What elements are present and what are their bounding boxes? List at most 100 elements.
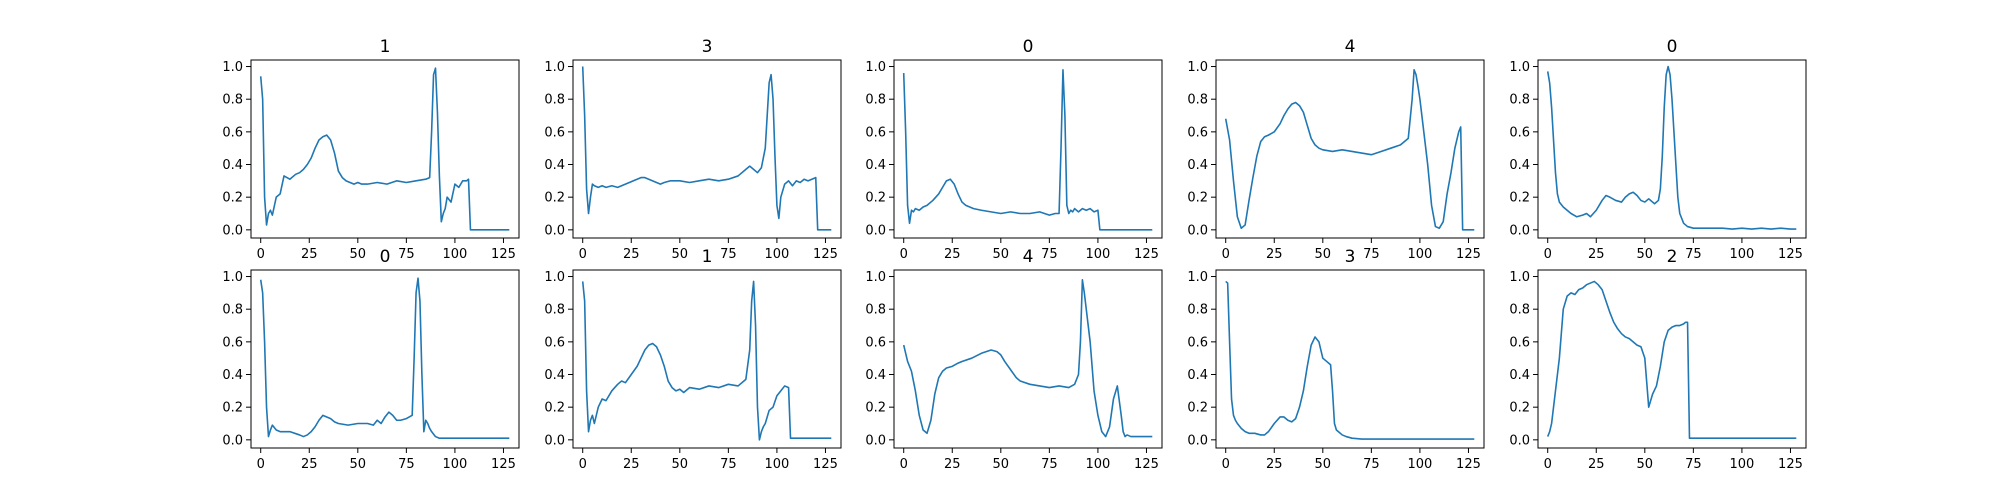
- y-tick-label: 1.0: [1509, 60, 1530, 75]
- x-tick-label: 125: [491, 457, 516, 472]
- y-tick-label: 0.8: [222, 93, 243, 108]
- x-tick-label: 0: [1222, 457, 1230, 472]
- y-tick-label: 0.4: [544, 158, 565, 173]
- x-tick-label: 0: [257, 247, 265, 262]
- x-tick-label: 125: [813, 247, 838, 262]
- y-tick-label: 0.6: [544, 335, 565, 350]
- x-tick-label: 0: [579, 247, 587, 262]
- x-tick-label: 75: [720, 247, 737, 262]
- y-tick-label: 0.0: [1509, 223, 1530, 238]
- y-tick-label: 0.2: [865, 401, 886, 416]
- subplot-8: 4 0 25 50 75 100 125 0.0 0.2 0.4 0.6 0.8 1.0: [865, 247, 1163, 472]
- series-line: [1546, 65, 1797, 230]
- axes-frame: [572, 269, 842, 449]
- series-line: [581, 280, 832, 441]
- x-tick-label: 100: [1085, 247, 1110, 262]
- x-tick-label: 25: [1588, 247, 1605, 262]
- axes-frame: [1537, 269, 1807, 449]
- series-line: [581, 66, 832, 231]
- subplot-title: 4: [1023, 247, 1034, 267]
- subplot-title: 0: [380, 247, 391, 267]
- y-tick-label: 0.8: [544, 93, 565, 108]
- x-tick-label: 75: [398, 247, 415, 262]
- y-tick-label: 0.0: [1187, 433, 1208, 448]
- x-tick-label: 100: [1729, 247, 1754, 262]
- y-tick-label: 0.6: [1509, 125, 1530, 140]
- y-tick-label: 0.8: [865, 93, 886, 108]
- y-tick-label: 0.0: [1509, 433, 1530, 448]
- x-tick-label: 100: [1407, 247, 1432, 262]
- x-tick-label: 75: [1041, 457, 1058, 472]
- x-tick-label: 100: [442, 457, 467, 472]
- subplot-title: 0: [1667, 37, 1678, 57]
- y-tick-label: 0.4: [222, 158, 243, 173]
- y-tick-label: 0.6: [1509, 335, 1530, 350]
- subplot-title: 3: [702, 37, 713, 57]
- axes-frame: [1537, 59, 1807, 239]
- axes-frame: [893, 269, 1163, 449]
- subplot-title: 1: [702, 247, 713, 267]
- x-tick-label: 0: [1544, 457, 1552, 472]
- y-tick-label: 0.8: [865, 303, 886, 318]
- y-tick-label: 0.6: [222, 125, 243, 140]
- subplot-title: 1: [380, 37, 391, 57]
- x-tick-label: 50: [1315, 457, 1332, 472]
- y-tick-label: 1.0: [1509, 270, 1530, 285]
- subplot-3: 0 0 25 50 75 100 125 0.0 0.2 0.4 0.6 0.8 1.0: [865, 37, 1163, 262]
- x-tick-label: 75: [720, 457, 737, 472]
- y-tick-label: 0.2: [1187, 401, 1208, 416]
- y-tick-label: 1.0: [1187, 270, 1208, 285]
- x-tick-label: 0: [579, 457, 587, 472]
- subplot-6: 0 0 25 50 75 100 125 0.0 0.2 0.4 0.6 0.8 1.0: [222, 247, 520, 472]
- x-tick-label: 0: [900, 247, 908, 262]
- subplot-title: 3: [1345, 247, 1356, 267]
- x-tick-label: 25: [1588, 457, 1605, 472]
- y-tick-label: 0.4: [1509, 158, 1530, 173]
- y-tick-label: 1.0: [544, 270, 565, 285]
- y-tick-label: 0.4: [1187, 158, 1208, 173]
- subplot-5: 0 0 25 50 75 100 125 0.0 0.2 0.4 0.6 0.8 1.0: [1509, 37, 1807, 262]
- x-tick-label: 100: [764, 457, 789, 472]
- x-tick-label: 75: [1685, 457, 1702, 472]
- y-tick-label: 0.2: [1509, 401, 1530, 416]
- y-tick-label: 0.2: [1187, 191, 1208, 206]
- x-tick-label: 125: [1456, 457, 1481, 472]
- y-tick-label: 0.2: [865, 191, 886, 206]
- x-tick-label: 25: [301, 457, 318, 472]
- y-tick-label: 0.6: [544, 125, 565, 140]
- y-tick-label: 0.0: [222, 433, 243, 448]
- x-tick-label: 0: [1222, 247, 1230, 262]
- y-tick-label: 0.8: [544, 303, 565, 318]
- x-tick-label: 25: [944, 247, 961, 262]
- x-tick-label: 0: [1544, 247, 1552, 262]
- y-tick-label: 1.0: [544, 60, 565, 75]
- y-tick-label: 1.0: [1187, 60, 1208, 75]
- y-tick-label: 0.4: [865, 158, 886, 173]
- x-tick-label: 25: [1266, 247, 1283, 262]
- series-line: [1225, 280, 1475, 440]
- y-tick-label: 0.8: [1187, 93, 1208, 108]
- y-tick-label: 0.4: [1509, 368, 1530, 383]
- axes-frame: [250, 59, 520, 239]
- y-tick-label: 0.2: [544, 191, 565, 206]
- subplot-1: 1 0 25 50 75 100 125 0.0 0.2 0.4 0.6 0.8 1.0: [222, 37, 520, 262]
- series-line: [259, 67, 510, 231]
- x-tick-label: 50: [993, 247, 1010, 262]
- y-tick-label: 0.6: [1187, 125, 1208, 140]
- subplot-4: 4 0 25 50 75 100 125 0.0 0.2 0.4 0.6 0.8 1.0: [1187, 37, 1485, 262]
- y-tick-label: 0.8: [222, 303, 243, 318]
- axes-frame: [1215, 59, 1485, 239]
- x-tick-label: 125: [491, 247, 516, 262]
- x-tick-label: 100: [1407, 457, 1432, 472]
- series-line: [1224, 69, 1475, 231]
- x-tick-label: 125: [1778, 247, 1803, 262]
- y-tick-label: 0.0: [544, 223, 565, 238]
- series-line: [902, 69, 1153, 231]
- x-tick-label: 125: [1778, 457, 1803, 472]
- y-tick-label: 0.6: [865, 335, 886, 350]
- x-tick-label: 125: [813, 457, 838, 472]
- y-tick-label: 1.0: [222, 60, 243, 75]
- y-tick-label: 0.6: [222, 335, 243, 350]
- y-tick-label: 0.2: [222, 401, 243, 416]
- x-tick-label: 0: [900, 457, 908, 472]
